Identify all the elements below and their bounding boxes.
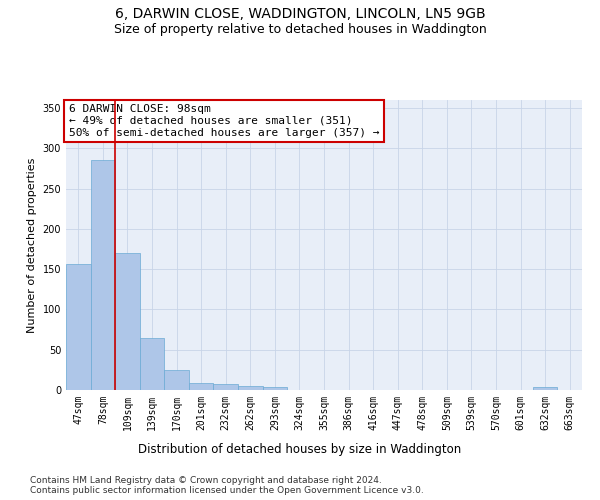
Bar	[214, 384, 238, 390]
Bar	[189, 383, 214, 390]
Bar	[91, 160, 115, 390]
Bar	[238, 386, 263, 390]
Text: Contains HM Land Registry data © Crown copyright and database right 2024.
Contai: Contains HM Land Registry data © Crown c…	[30, 476, 424, 495]
Text: 6, DARWIN CLOSE, WADDINGTON, LINCOLN, LN5 9GB: 6, DARWIN CLOSE, WADDINGTON, LINCOLN, LN…	[115, 8, 485, 22]
Text: Size of property relative to detached houses in Waddington: Size of property relative to detached ho…	[113, 22, 487, 36]
Bar	[263, 387, 287, 390]
Text: Distribution of detached houses by size in Waddington: Distribution of detached houses by size …	[139, 442, 461, 456]
Bar	[533, 387, 557, 390]
Y-axis label: Number of detached properties: Number of detached properties	[27, 158, 37, 332]
Bar	[140, 338, 164, 390]
Bar	[115, 253, 140, 390]
Text: 6 DARWIN CLOSE: 98sqm
← 49% of detached houses are smaller (351)
50% of semi-det: 6 DARWIN CLOSE: 98sqm ← 49% of detached …	[68, 104, 379, 138]
Bar	[164, 370, 189, 390]
Bar	[66, 264, 91, 390]
